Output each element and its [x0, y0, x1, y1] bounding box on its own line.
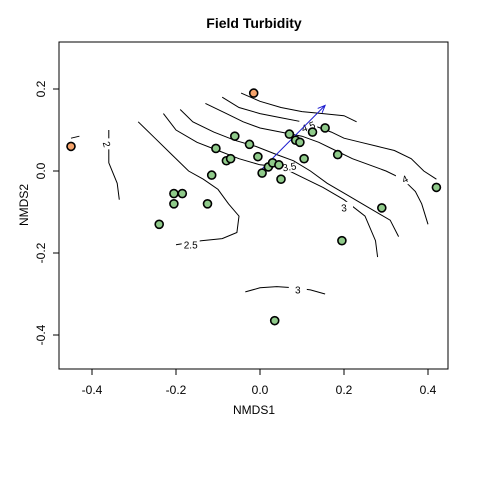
contour-label: 3	[295, 285, 301, 296]
data-point	[275, 161, 283, 169]
data-point	[300, 155, 308, 163]
x-tick-label: 0.4	[420, 383, 437, 397]
x-axis-title: NMDS1	[233, 403, 275, 417]
y-tick-label: 0.0	[34, 162, 48, 179]
data-point	[334, 151, 342, 159]
contour-line	[71, 136, 79, 138]
contour-line	[138, 122, 239, 245]
data-point	[231, 132, 239, 140]
x-tick-label: 0.0	[252, 383, 269, 397]
data-point	[378, 204, 386, 212]
data-point	[170, 200, 178, 208]
data-point	[204, 200, 212, 208]
data-point	[155, 220, 163, 228]
contour-label: 2.5	[184, 240, 198, 251]
contour-line	[245, 287, 325, 294]
data-point	[258, 169, 266, 177]
chart-title: Field Turbidity	[206, 15, 302, 31]
data-point	[246, 140, 254, 148]
data-point	[285, 130, 293, 138]
contour-line	[163, 114, 377, 258]
data-point	[321, 124, 329, 132]
data-point	[178, 190, 186, 198]
x-axis: -0.4 -0.2 0.0 0.2 0.4	[82, 369, 437, 397]
y-tick-label: -0.4	[34, 324, 48, 345]
y-axis: -0.4 -0.2 0.0 0.2	[34, 80, 59, 345]
data-point	[227, 155, 235, 163]
contour-line	[241, 93, 357, 122]
contour-line	[222, 97, 436, 179]
data-point	[271, 317, 279, 325]
x-tick-label: -0.4	[82, 383, 103, 397]
contour-label: 3.5	[282, 161, 298, 174]
data-point	[309, 128, 317, 136]
x-tick-label: -0.2	[166, 383, 187, 397]
highlight-point	[250, 89, 258, 97]
data-point	[338, 237, 346, 245]
x-tick-label: 0.2	[336, 383, 353, 397]
highlight-point	[67, 142, 75, 150]
data-point	[170, 190, 178, 198]
y-tick-label: 0.2	[34, 80, 48, 97]
y-tick-label: -0.2	[34, 242, 48, 263]
data-point	[296, 138, 304, 146]
data-point	[212, 144, 220, 152]
data-point	[432, 183, 440, 191]
y-axis-title: NMDS2	[17, 184, 31, 226]
data-point	[254, 153, 262, 161]
data-point	[208, 171, 216, 179]
data-point	[277, 175, 285, 183]
